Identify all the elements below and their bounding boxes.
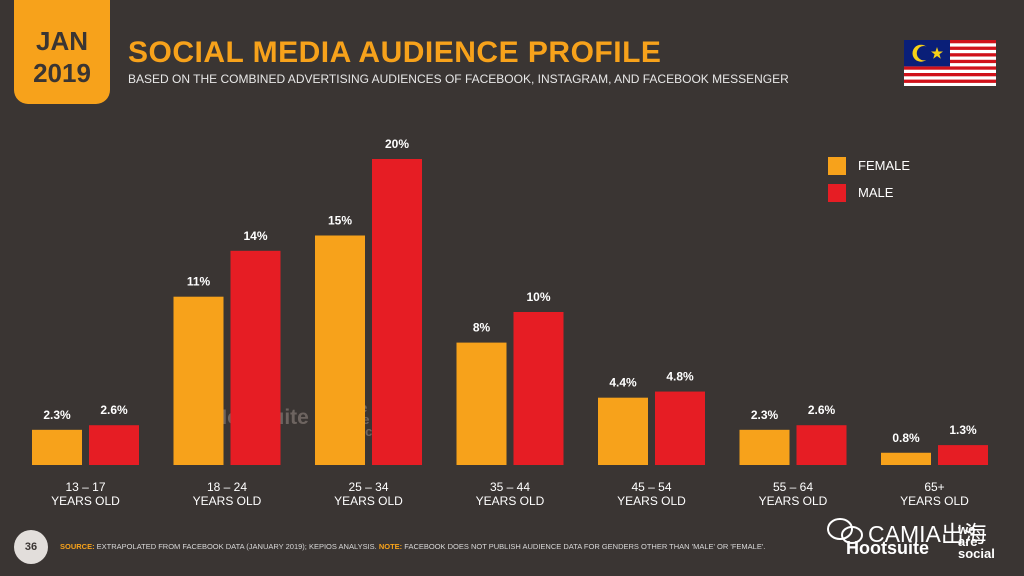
data-label-female-6: 0.8%: [892, 431, 920, 445]
page-title: SOCIAL MEDIA AUDIENCE PROFILE: [128, 36, 662, 69]
legend-swatch-female: [828, 156, 846, 175]
x-tick-label-range-2: 25 – 34: [348, 480, 388, 494]
x-tick-label-unit-0: YEARS OLD: [51, 494, 120, 508]
hootsuite-logo: Hootsuite: [846, 538, 929, 558]
wechat-icon: [827, 518, 863, 544]
legend-label-male: MALE: [858, 185, 894, 200]
data-label-female-0: 2.3%: [43, 408, 71, 422]
bar-female-5: [739, 429, 790, 465]
x-tick-label-range-6: 65+: [924, 480, 944, 494]
source-text: EXTRAPOLATED FROM FACEBOOK DATA (JANUARY…: [94, 542, 379, 551]
bar-male-3: [513, 312, 564, 465]
data-label-female-1: 11%: [187, 275, 211, 289]
bar-male-6: [938, 445, 988, 465]
data-label-male-2: 20%: [385, 137, 409, 151]
x-tick-label-range-5: 55 – 64: [773, 480, 813, 494]
bar-male-4: [655, 391, 705, 465]
x-tick-label-range-3: 35 – 44: [490, 480, 530, 494]
data-label-female-5: 2.3%: [751, 408, 779, 422]
data-label-male-0: 2.6%: [100, 403, 128, 417]
malaysia-flag-icon: [904, 40, 996, 86]
bar-female-2: [315, 235, 365, 465]
x-tick-label-unit-4: YEARS OLD: [617, 494, 686, 508]
date-month: JAN: [35, 26, 88, 56]
legend-label-female: FEMALE: [858, 158, 911, 173]
bar-male-2: [372, 159, 422, 465]
page-subtitle: BASED ON THE COMBINED ADVERTISING AUDIEN…: [128, 72, 789, 86]
legend-item-male: MALE: [828, 179, 910, 206]
data-label-male-1: 14%: [243, 229, 267, 243]
data-label-male-4: 4.8%: [666, 370, 694, 384]
page-number: 36: [14, 530, 48, 564]
data-label-male-6: 1.3%: [949, 423, 977, 437]
bar-female-4: [598, 397, 648, 465]
bar-female-6: [881, 452, 931, 465]
bar-female-1: [173, 296, 224, 465]
note-key: NOTE:: [378, 542, 403, 551]
x-tick-label-range-0: 13 – 17: [65, 480, 105, 494]
date-year: 2019: [33, 58, 91, 88]
data-label-male-3: 10%: [526, 290, 550, 304]
bar-female-3: [456, 342, 507, 465]
data-label-female-3: 8%: [473, 321, 491, 335]
data-label-male-5: 2.6%: [808, 403, 836, 417]
data-label-female-4: 4.4%: [609, 376, 637, 390]
x-tick-label-range-4: 45 – 54: [631, 480, 671, 494]
chart-legend: FEMALE MALE: [828, 152, 910, 206]
bar-female-0: [32, 429, 82, 465]
x-tick-label-range-1: 18 – 24: [207, 480, 247, 494]
wechat-account-label: CAMIA出海: [868, 521, 987, 547]
bar-male-1: [230, 250, 281, 465]
bar-male-0: [89, 425, 139, 465]
we-are-social-logo: we are social: [958, 522, 995, 561]
data-label-female-2: 15%: [328, 214, 352, 228]
bar-male-5: [796, 425, 847, 465]
x-tick-label-unit-3: YEARS OLD: [476, 494, 545, 508]
x-tick-label-unit-2: YEARS OLD: [334, 494, 403, 508]
source-key: SOURCE:: [60, 542, 95, 551]
x-tick-label-unit-6: YEARS OLD: [900, 494, 969, 508]
source-note: SOURCE: EXTRAPOLATED FROM FACEBOOK DATA …: [60, 542, 765, 551]
x-tick-label-unit-5: YEARS OLD: [759, 494, 828, 508]
legend-swatch-male: [828, 183, 846, 202]
legend-item-female: FEMALE: [828, 152, 910, 179]
x-tick-label-unit-1: YEARS OLD: [193, 494, 262, 508]
date-badge: JAN 2019: [14, 0, 110, 104]
note-text: FACEBOOK DOES NOT PUBLISH AUDIENCE DATA …: [402, 542, 766, 551]
